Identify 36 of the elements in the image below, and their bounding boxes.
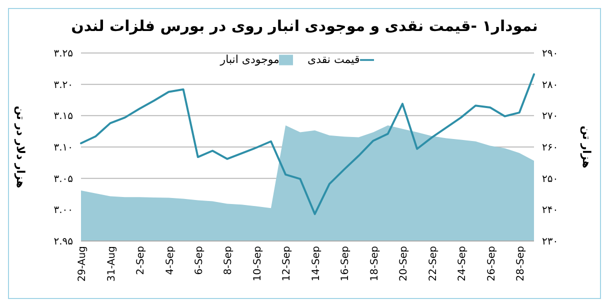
x-tick-label: 8-Sep — [223, 246, 234, 275]
y2-tick-label: ۲۵۰ — [542, 174, 558, 185]
y2-tick-label: ۲۳۰ — [542, 236, 558, 248]
y2-axis-title: هزار تن — [580, 126, 594, 168]
x-tick-label: 24-Sep — [457, 246, 468, 282]
x-tick-label: 31-Aug — [106, 246, 118, 282]
x-tick-label: 14-Sep — [310, 246, 322, 282]
x-tick-label: 6-Sep — [194, 246, 206, 275]
x-tick-label: 10-Sep — [252, 246, 264, 282]
x-tick-label: 4-Sep — [164, 246, 176, 275]
y2-tick-label: ۲۷۰ — [542, 111, 558, 122]
line-series — [80, 73, 535, 216]
legend-label: موجودی انبار — [220, 53, 280, 66]
y-tick-label: ۳.۱۰ — [54, 142, 73, 154]
x-tick-label: 22-Sep — [428, 246, 439, 282]
chart-title: نمودار۱ -قیمت نقدی و موجودی انبار روی در بورس فلزات لندن — [70, 16, 539, 35]
x-tick-label: 20-Sep — [398, 246, 410, 282]
legend-label: قیمت نقدی — [307, 53, 360, 66]
x-tick-label: 29-Aug — [77, 246, 88, 282]
x-tick-label: 18-Sep — [369, 246, 380, 282]
y2-tick-label: ۲۹۰ — [542, 48, 558, 60]
y-tick-label: ۳.۰۵ — [54, 174, 73, 185]
y-tick-label: ۳.۰۰ — [54, 205, 73, 216]
x-tick-label: 26-Sep — [486, 246, 498, 282]
y-tick-label: ۲.۹۵ — [54, 236, 73, 248]
y-axis-title: هزار دلار در تن — [14, 106, 28, 188]
x-tick-label: 16-Sep — [340, 246, 352, 282]
y-tick-label: ۳.۱۵ — [54, 111, 73, 122]
x-tick-label: 28-Sep — [515, 246, 526, 282]
y2-tick-label: ۲۶۰ — [542, 142, 558, 154]
y-tick-label: ۳.۲۰ — [54, 80, 73, 91]
y2-tick-label: ۲۴۰ — [542, 205, 558, 216]
y-tick-label: ۳.۲۵ — [54, 48, 73, 60]
y2-tick-label: ۲۸۰ — [542, 80, 558, 91]
x-tick-label: 2-Sep — [136, 246, 147, 275]
x-tick-label: 12-Sep — [282, 246, 293, 282]
